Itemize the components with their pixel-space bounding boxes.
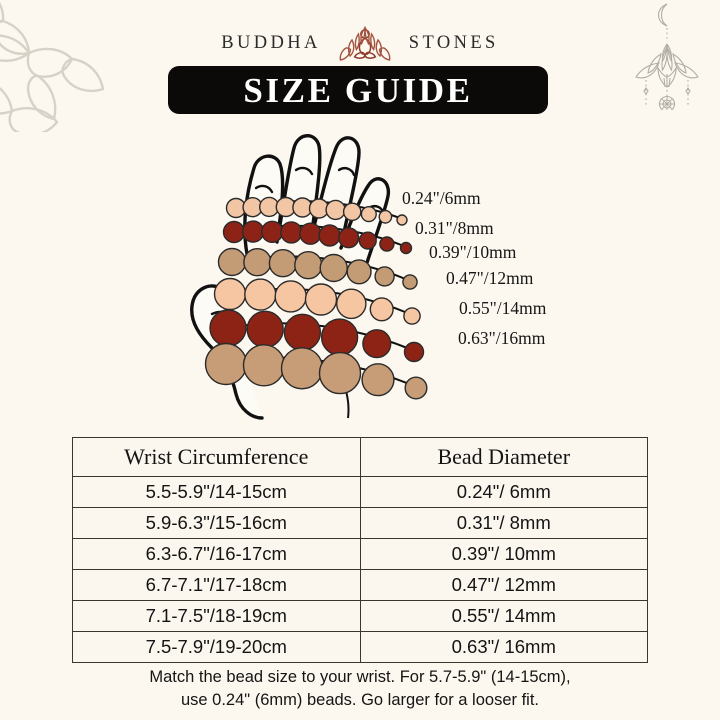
cell-bead-diameter: 0.47"/ 12mm bbox=[359, 569, 648, 601]
size-table: Wrist Circumference Bead Diameter 5.5-5.… bbox=[72, 437, 648, 663]
bracelet-bead bbox=[242, 344, 286, 387]
cell-wrist-circumference: 5.5-5.9"/14-15cm bbox=[72, 476, 361, 508]
cell-wrist-circumference: 7.1-7.5"/18-19cm bbox=[72, 600, 361, 632]
brand-header: BUDDHA STONES bbox=[0, 22, 720, 64]
bracelet-bead bbox=[404, 376, 428, 400]
bracelet-bead bbox=[318, 224, 341, 247]
table-header-row: Wrist Circumference Bead Diameter bbox=[72, 437, 648, 477]
cell-bead-diameter: 0.55"/ 14mm bbox=[359, 600, 648, 632]
cell-bead-diameter: 0.39"/ 10mm bbox=[359, 538, 648, 570]
bracelet-bead bbox=[204, 342, 248, 386]
footer-note: Match the bead size to your wrist. For 5… bbox=[60, 666, 660, 712]
lotus-meditation-logo bbox=[339, 26, 391, 61]
bracelet-bead bbox=[358, 231, 377, 250]
bracelet-bead bbox=[304, 283, 338, 316]
bracelet-bead bbox=[374, 266, 395, 287]
bracelet-bead bbox=[369, 297, 394, 322]
bracelet-bead bbox=[222, 220, 246, 244]
bracelet-bead bbox=[342, 202, 362, 222]
bracelet-bead bbox=[320, 318, 359, 356]
bracelet-bead bbox=[283, 313, 322, 352]
bracelet-bead bbox=[346, 259, 372, 285]
bracelet-bead bbox=[402, 274, 418, 290]
bead-label-12mm: 0.47"/12mm bbox=[446, 268, 534, 288]
bracelet-bead bbox=[241, 220, 265, 243]
cell-wrist-circumference: 7.5-7.9"/19-20cm bbox=[72, 631, 361, 663]
cell-wrist-circumference: 6.3-6.7"/16-17cm bbox=[72, 538, 361, 570]
bracelet-bead bbox=[260, 220, 284, 244]
bracelet-bead bbox=[399, 241, 413, 255]
bead-label-8mm: 0.31"/8mm bbox=[415, 218, 494, 238]
bracelet-bead bbox=[209, 309, 247, 347]
cell-wrist-circumference: 5.9-6.3"/15-16cm bbox=[72, 507, 361, 539]
cell-bead-diameter: 0.31"/ 8mm bbox=[359, 507, 648, 539]
bracelet-bead bbox=[361, 363, 395, 397]
bead-size-labels: 0.24"/6mm 0.31"/8mm 0.39"/10mm 0.47"/12m… bbox=[380, 180, 680, 360]
bracelet-bead bbox=[403, 341, 425, 363]
table-row: 7.5-7.9"/19-20cm 0.63"/ 16mm bbox=[72, 631, 648, 663]
column-header-bead: Bead Diameter bbox=[359, 437, 648, 477]
table-row: 5.9-6.3"/15-16cm 0.31"/ 8mm bbox=[72, 507, 648, 539]
bracelet-bead bbox=[246, 310, 284, 349]
bead-label-10mm: 0.39"/10mm bbox=[429, 242, 517, 262]
brand-word-right: STONES bbox=[408, 32, 499, 53]
brand-word-left: BUDDHA bbox=[221, 32, 321, 53]
bracelet-bead bbox=[378, 209, 393, 224]
bracelet-bead bbox=[319, 253, 348, 283]
table-row: 7.1-7.5"/18-19cm 0.55"/ 14mm bbox=[72, 600, 648, 632]
footer-line-1: Match the bead size to your wrist. For 5… bbox=[149, 668, 571, 686]
bracelet-bead bbox=[268, 248, 298, 278]
bracelet-bead bbox=[217, 247, 247, 277]
bracelet-bead bbox=[396, 214, 408, 226]
mandala-corner-ornament bbox=[0, 2, 105, 132]
footer-line-2: use 0.24" (6mm) beads. Go larger for a l… bbox=[180, 690, 539, 709]
bracelet-bead bbox=[325, 199, 346, 221]
bracelet-bead bbox=[294, 250, 323, 280]
bracelet-bead bbox=[360, 205, 377, 223]
bracelet-bead bbox=[338, 227, 360, 249]
hand-with-bracelets-illustration bbox=[150, 122, 450, 422]
page-title: SIZE GUIDE bbox=[243, 70, 473, 110]
bead-label-16mm: 0.63"/16mm bbox=[458, 328, 546, 348]
bracelet-bead bbox=[299, 222, 322, 245]
bracelet-bead bbox=[318, 351, 362, 395]
table-row: 5.5-5.9"/14-15cm 0.24"/ 6mm bbox=[72, 476, 648, 508]
bracelet-bead bbox=[244, 278, 277, 311]
bracelet-bead bbox=[280, 347, 324, 390]
bracelet-bead bbox=[403, 307, 421, 325]
title-banner: SIZE GUIDE bbox=[168, 66, 548, 114]
bracelet-bead bbox=[379, 236, 395, 252]
bracelet-bead bbox=[280, 221, 303, 244]
table-row: 6.3-6.7"/16-17cm 0.39"/ 10mm bbox=[72, 538, 648, 570]
bead-label-6mm: 0.24"/6mm bbox=[402, 188, 481, 208]
bracelet-bead bbox=[274, 280, 307, 313]
cell-wrist-circumference: 6.7-7.1"/17-18cm bbox=[72, 569, 361, 601]
bracelet-bead bbox=[362, 329, 392, 359]
bracelet-bead bbox=[213, 277, 247, 311]
bracelet-bead bbox=[243, 247, 272, 277]
cell-bead-diameter: 0.63"/ 16mm bbox=[359, 631, 648, 663]
cell-bead-diameter: 0.24"/ 6mm bbox=[359, 476, 648, 508]
table-row: 6.7-7.1"/17-18cm 0.47"/ 12mm bbox=[72, 569, 648, 601]
bead-label-14mm: 0.55"/14mm bbox=[459, 298, 547, 318]
column-header-wrist: Wrist Circumference bbox=[72, 437, 361, 477]
bracelet-bead bbox=[335, 288, 367, 320]
